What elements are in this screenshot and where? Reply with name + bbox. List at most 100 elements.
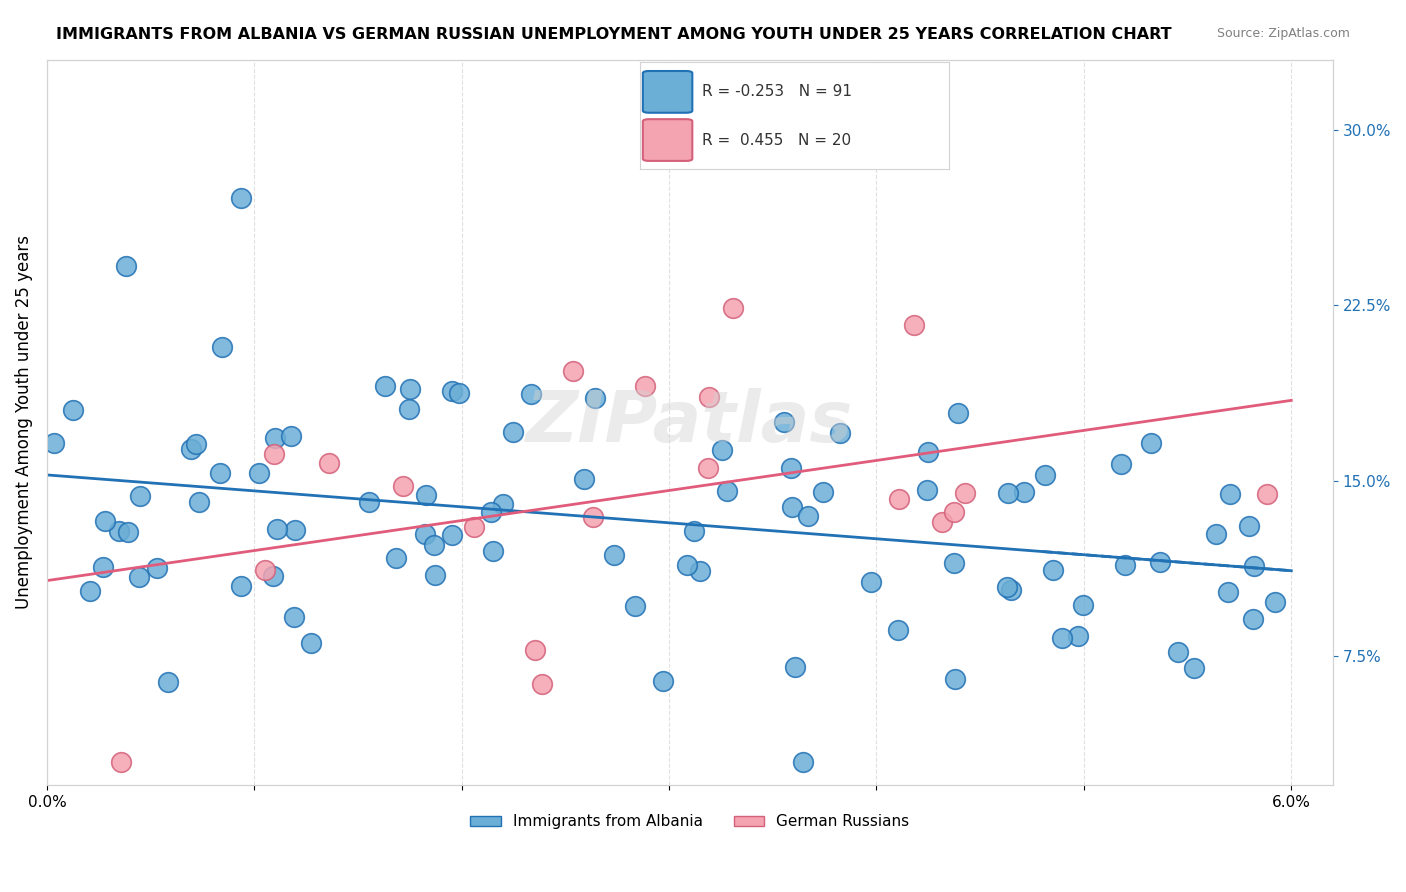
Point <box>229 579 252 593</box>
Point <box>811 485 834 500</box>
Point <box>399 383 422 397</box>
Point <box>1012 484 1035 499</box>
Point <box>943 672 966 686</box>
Point <box>374 379 396 393</box>
Point <box>266 522 288 536</box>
Point <box>146 561 169 575</box>
Point <box>652 674 675 689</box>
Point <box>1256 487 1278 501</box>
Point <box>780 461 803 475</box>
Point <box>783 659 806 673</box>
Point <box>263 446 285 460</box>
Text: Source: ZipAtlas.com: Source: ZipAtlas.com <box>1216 27 1350 40</box>
Point <box>262 569 284 583</box>
Point <box>492 497 515 511</box>
Point <box>42 435 65 450</box>
Point <box>1000 582 1022 597</box>
Point <box>502 425 524 439</box>
Point <box>943 556 966 570</box>
Point <box>247 466 270 480</box>
Point <box>254 563 277 577</box>
Point <box>1182 660 1205 674</box>
Point <box>1114 558 1136 572</box>
Point <box>830 426 852 441</box>
Point <box>887 623 910 637</box>
Point <box>797 508 820 523</box>
Point <box>1205 527 1227 541</box>
Point <box>887 491 910 506</box>
Point <box>299 636 322 650</box>
Point <box>562 364 585 378</box>
Point <box>697 461 720 475</box>
Point <box>997 486 1019 500</box>
Point <box>93 514 115 528</box>
Point <box>264 431 287 445</box>
Point <box>1264 595 1286 609</box>
Point <box>519 387 541 401</box>
Point <box>91 559 114 574</box>
Point <box>108 524 131 539</box>
FancyBboxPatch shape <box>643 71 692 112</box>
Point <box>931 515 953 529</box>
Point <box>531 677 554 691</box>
Point <box>716 483 738 498</box>
Point <box>675 558 697 572</box>
Point <box>1237 519 1260 533</box>
Point <box>415 527 437 541</box>
Point <box>689 564 711 578</box>
Point <box>211 340 233 354</box>
Point <box>284 523 307 537</box>
Text: R = -0.253   N = 91: R = -0.253 N = 91 <box>702 84 852 99</box>
Point <box>523 643 546 657</box>
Point <box>780 500 803 515</box>
Point <box>463 520 485 534</box>
Point <box>634 378 657 392</box>
Point <box>157 674 180 689</box>
Point <box>283 610 305 624</box>
Point <box>128 570 150 584</box>
Point <box>860 575 883 590</box>
Point <box>1243 558 1265 573</box>
Point <box>398 401 420 416</box>
Point <box>423 538 446 552</box>
Point <box>683 524 706 539</box>
Point <box>995 580 1018 594</box>
Point <box>603 548 626 562</box>
Point <box>128 489 150 503</box>
Point <box>209 466 232 480</box>
Point <box>447 386 470 401</box>
Point <box>440 528 463 542</box>
Point <box>1219 486 1241 500</box>
Point <box>392 478 415 492</box>
Point <box>1071 598 1094 612</box>
Point <box>721 301 744 316</box>
Point <box>415 488 437 502</box>
Point <box>115 259 138 273</box>
Point <box>583 391 606 405</box>
Point <box>79 583 101 598</box>
Point <box>440 384 463 398</box>
Point <box>110 755 132 769</box>
Y-axis label: Unemployment Among Youth under 25 years: Unemployment Among Youth under 25 years <box>15 235 32 609</box>
Legend: Immigrants from Albania, German Russians: Immigrants from Albania, German Russians <box>464 808 915 836</box>
Point <box>792 755 814 769</box>
Point <box>943 505 966 519</box>
Point <box>187 495 209 509</box>
Point <box>1067 629 1090 643</box>
Point <box>1042 562 1064 576</box>
Point <box>423 568 446 582</box>
Point <box>917 445 939 459</box>
Point <box>1140 436 1163 450</box>
Point <box>711 442 734 457</box>
Text: R =  0.455   N = 20: R = 0.455 N = 20 <box>702 133 851 147</box>
Point <box>1241 612 1264 626</box>
Point <box>482 544 505 558</box>
Point <box>318 456 340 470</box>
Point <box>280 429 302 443</box>
Point <box>1050 631 1073 645</box>
Point <box>1033 467 1056 482</box>
Point <box>229 190 252 204</box>
Point <box>915 483 938 498</box>
Point <box>903 318 925 333</box>
Point <box>1149 555 1171 569</box>
